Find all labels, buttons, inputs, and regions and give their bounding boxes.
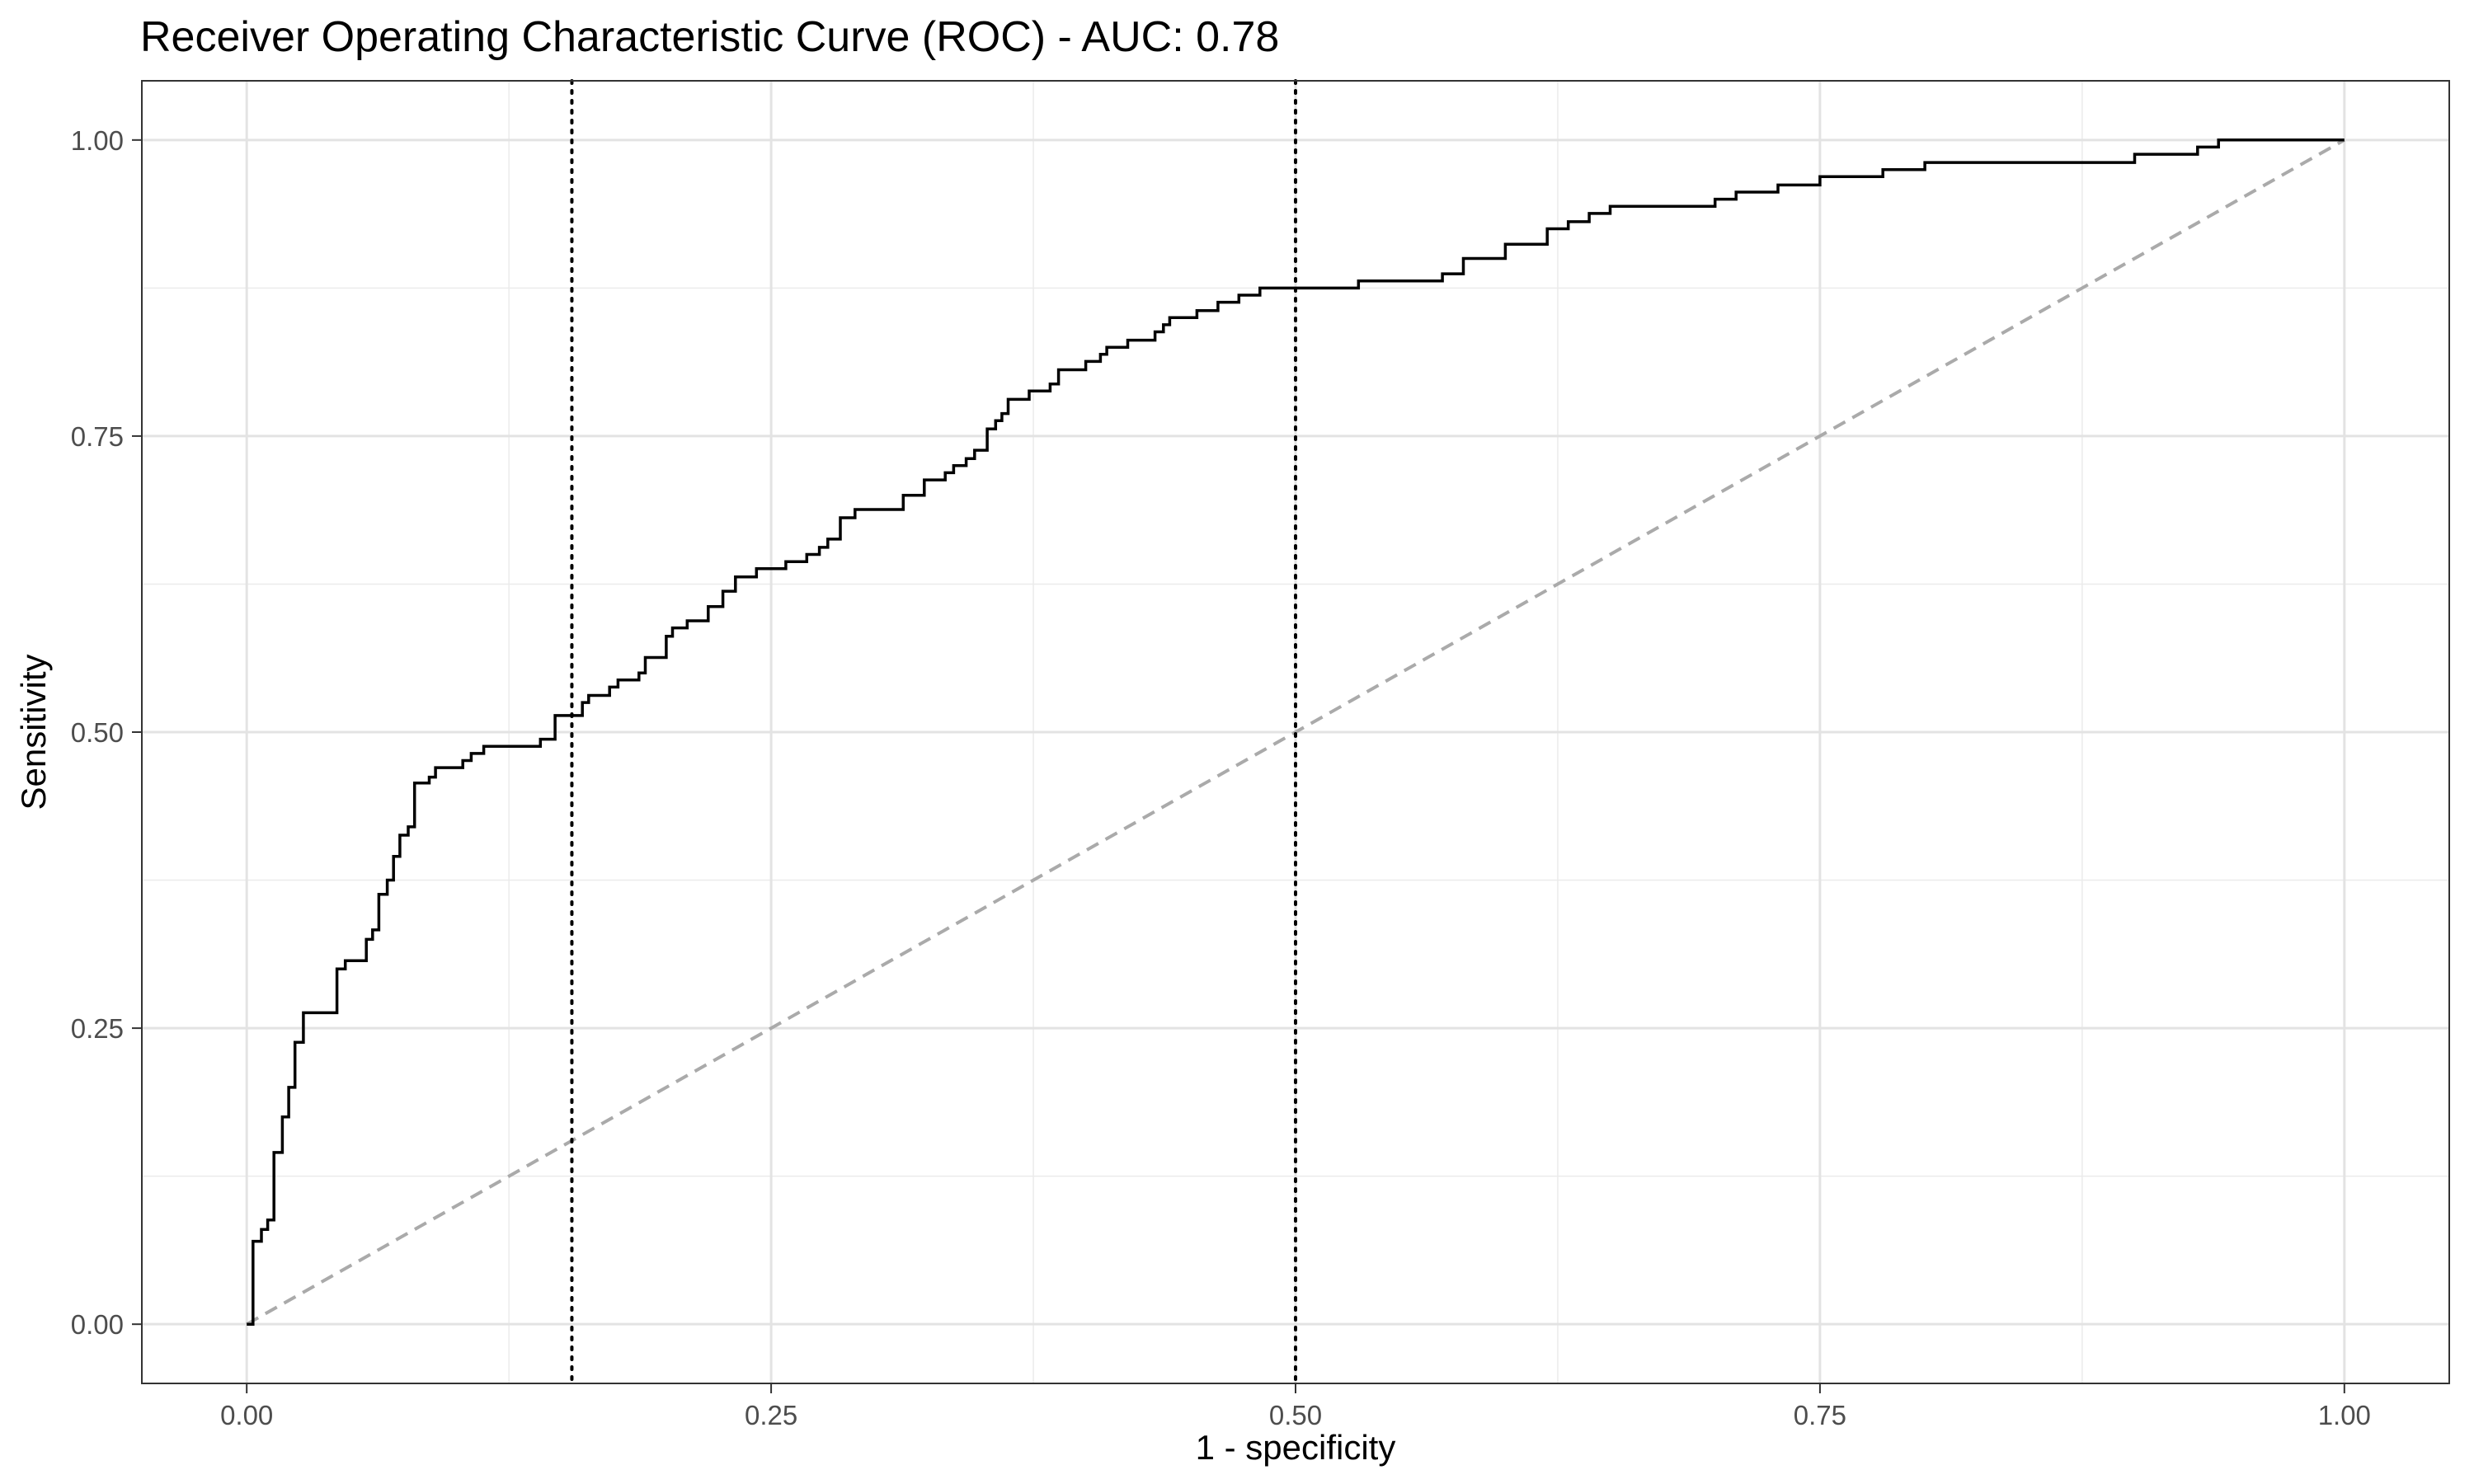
y-tick-label: 1.00: [71, 125, 124, 156]
threshold-lines: [570, 79, 1297, 1385]
y-tick-label: 0.75: [71, 421, 124, 452]
y-tick-label: 0.00: [71, 1309, 124, 1340]
x-tick-label: 0.25: [745, 1400, 797, 1430]
x-axis-title: 1 - specificity: [1196, 1428, 1396, 1467]
y-tick-label: 0.25: [71, 1013, 124, 1044]
y-axis-title: Sensitivity: [14, 654, 53, 810]
y-tick-label: 0.50: [71, 717, 124, 748]
x-tick-label: 0.75: [1794, 1400, 1846, 1430]
x-axis-ticks: 0.00 0.25 0.50 0.75 1.00: [220, 1383, 2371, 1430]
roc-curve-line: [247, 139, 2345, 1326]
y-axis-ticks: 0.00 0.25 0.50 0.75 1.00: [71, 125, 142, 1340]
x-tick-label: 1.00: [2318, 1400, 2371, 1430]
chart-title: Receiver Operating Characteristic Curve …: [140, 13, 1279, 61]
x-tick-label: 0.50: [1269, 1400, 1322, 1430]
x-tick-label: 0.00: [220, 1400, 273, 1430]
series-layer: [247, 139, 2345, 1326]
